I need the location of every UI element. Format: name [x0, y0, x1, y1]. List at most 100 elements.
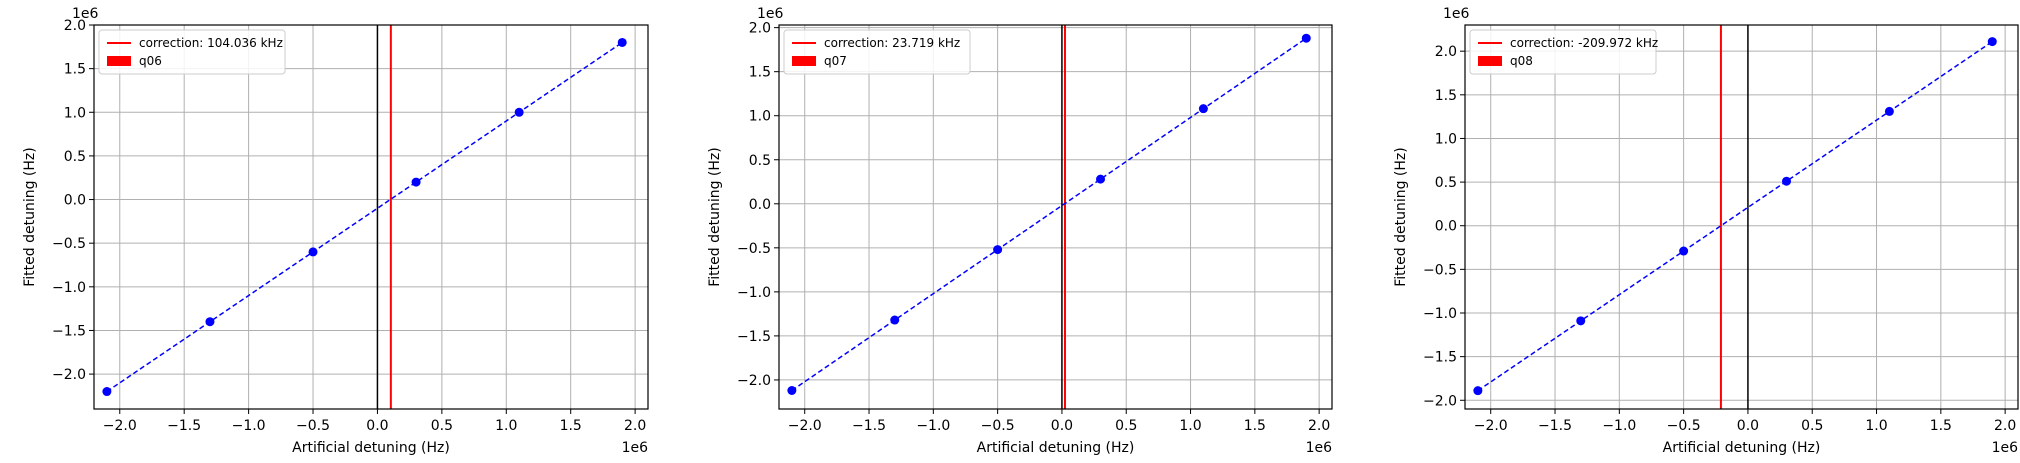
- data-point: [1301, 33, 1311, 43]
- y-tick-label: 1.5: [1435, 88, 1457, 104]
- legend: correction: 104.036 kHz q06: [98, 29, 286, 75]
- y-axis-title: Fitted detuning (Hz): [707, 147, 723, 287]
- plot-area: [94, 25, 648, 409]
- data-point: [1679, 246, 1689, 256]
- legend: correction: -209.972 kHz q08: [1469, 29, 1658, 75]
- chart-panel-1: −2.0 −1.5 −1.0 −0.5 0.0 0.5 1.0 1.5 2.0 −2.0 −1.5 −…: [22, 6, 649, 456]
- y-tick-label: −1.0: [1423, 306, 1457, 322]
- data-point: [1096, 174, 1106, 184]
- data-point: [1473, 386, 1483, 396]
- x-tick-label: −1.5: [167, 418, 201, 434]
- plot-area: [779, 25, 1332, 409]
- y-tick-label: −2.0: [1423, 393, 1457, 409]
- x-tick-label: 2.0: [624, 418, 646, 434]
- data-point: [102, 387, 112, 397]
- y-tick-label: 0.5: [64, 149, 86, 165]
- data-point: [308, 247, 318, 257]
- y-tick-label: −1.0: [52, 280, 86, 296]
- y-offset-label: 1e6: [72, 6, 99, 22]
- x-axis-title: Artificial detuning (Hz): [977, 440, 1135, 456]
- x-tick-label: −1.5: [1538, 418, 1572, 434]
- axes-frame: [778, 24, 1333, 410]
- legend-box: [98, 29, 286, 75]
- legend-box: [1469, 29, 1657, 75]
- x-axis-title: Artificial detuning (Hz): [292, 440, 450, 456]
- plot-area: [1465, 25, 2018, 409]
- y-tick-label: 1.5: [749, 65, 771, 81]
- data-point: [1782, 176, 1792, 186]
- y-axis-title: Fitted detuning (Hz): [22, 147, 38, 287]
- legend-patch-swatch: [107, 56, 131, 66]
- y-tick-label: 0.5: [749, 153, 771, 169]
- y-tick-label: 2.0: [64, 18, 86, 34]
- data-point: [1198, 104, 1208, 114]
- y-tick-label: 0.0: [749, 197, 771, 213]
- x-tick-label: 0.5: [431, 418, 453, 434]
- data-point: [411, 177, 421, 187]
- data-point: [993, 245, 1003, 255]
- y-axis-title: Fitted detuning (Hz): [1393, 147, 1409, 287]
- x-offset-label: 1e6: [1992, 440, 2019, 456]
- legend-label: correction: 104.036 kHz: [139, 36, 283, 50]
- x-tick-label: −1.5: [852, 418, 886, 434]
- legend-label: correction: -209.972 kHz: [1510, 36, 1658, 50]
- x-tick-label: −2.0: [788, 418, 822, 434]
- x-tick-label: −1.0: [232, 418, 266, 434]
- x-tick-label: −0.5: [296, 418, 330, 434]
- y-tick-label: −2.0: [52, 367, 86, 383]
- y-tick-label: −0.5: [52, 236, 86, 252]
- data-point: [205, 317, 215, 327]
- y-tick-label: 1.5: [64, 62, 86, 78]
- data-point: [787, 386, 797, 396]
- legend-patch-swatch: [792, 56, 816, 66]
- y-tick-label: 0.0: [64, 193, 86, 209]
- chart-panel-3: −2.0 −1.5 −1.0 −0.5 0.0 0.5 1.0 1.5 2.0 −2.0 −1.5 −…: [1393, 6, 2019, 456]
- y-tick-label: −1.5: [737, 329, 771, 345]
- y-tick-label: 1.0: [1435, 131, 1457, 147]
- x-tick-label: −2.0: [1474, 418, 1508, 434]
- x-tick-label: −1.0: [1602, 418, 1636, 434]
- x-tick-label: 0.0: [366, 418, 388, 434]
- x-tick-label: 1.5: [1244, 418, 1266, 434]
- x-axis-title: Artificial detuning (Hz): [1663, 440, 1821, 456]
- data-point: [1884, 106, 1894, 116]
- y-tick-label: −0.5: [737, 241, 771, 257]
- data-point: [514, 107, 524, 117]
- x-tick-label: 1.0: [495, 418, 517, 434]
- legend: correction: 23.719 kHz q07: [783, 29, 971, 75]
- x-tick-label: −2.0: [103, 418, 137, 434]
- x-tick-label: 1.5: [1930, 418, 1952, 434]
- y-tick-label: −2.0: [737, 373, 771, 389]
- x-offset-label: 1e6: [622, 440, 649, 456]
- legend-label: q06: [139, 54, 162, 68]
- chart-panel-2: −2.0 −1.5 −1.0 −0.5 0.0 0.5 1.0 1.5 2.0 −2.0 −1.5 −…: [707, 6, 1333, 456]
- y-tick-label: 2.0: [749, 21, 771, 37]
- x-tick-label: −0.5: [981, 418, 1015, 434]
- x-offset-label: 1e6: [1306, 440, 1333, 456]
- legend-label: q07: [824, 54, 847, 68]
- y-tick-label: 0.0: [1435, 219, 1457, 235]
- data-point: [890, 315, 900, 325]
- y-tick-label: −1.0: [737, 285, 771, 301]
- x-tick-label: 2.0: [1994, 418, 2016, 434]
- y-tick-label: −1.5: [1423, 350, 1457, 366]
- y-tick-label: 0.5: [1435, 175, 1457, 191]
- y-tick-label: −0.5: [1423, 262, 1457, 278]
- data-point: [1576, 316, 1586, 326]
- x-tick-label: −1.0: [916, 418, 950, 434]
- y-offset-label: 1e6: [1443, 6, 1470, 22]
- data-point: [1987, 37, 1997, 47]
- data-point: [617, 37, 627, 47]
- x-tick-label: 0.5: [1801, 418, 1823, 434]
- x-tick-label: 1.0: [1179, 418, 1201, 434]
- x-tick-label: 2.0: [1308, 418, 1330, 434]
- x-tick-label: 0.0: [1051, 418, 1073, 434]
- legend-label: correction: 23.719 kHz: [824, 36, 960, 50]
- legend-box: [783, 29, 971, 75]
- x-tick-label: 1.5: [560, 418, 582, 434]
- x-tick-label: 0.0: [1737, 418, 1759, 434]
- y-tick-label: 2.0: [1435, 44, 1457, 60]
- y-tick-label: 1.0: [64, 105, 86, 121]
- axes-frame: [93, 24, 649, 410]
